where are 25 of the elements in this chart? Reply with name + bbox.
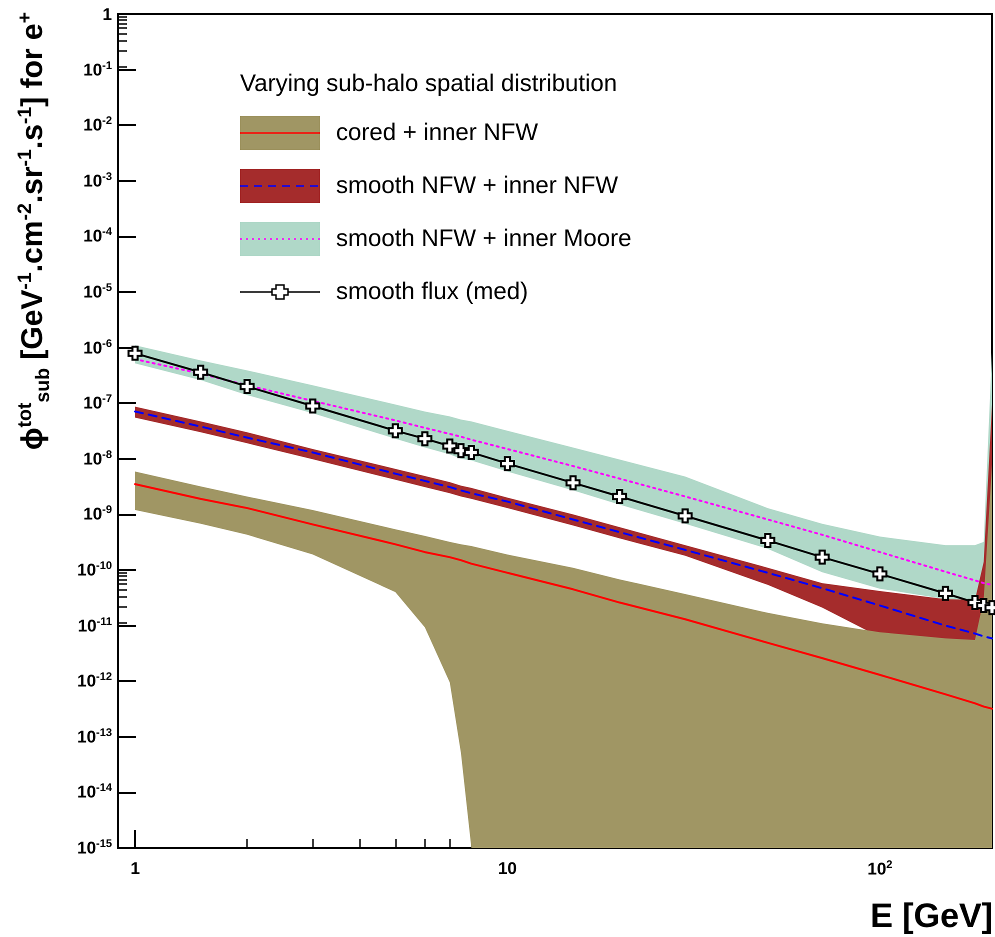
y-tick-label: 1 <box>102 4 112 24</box>
x-axis-title: E [GeV] <box>870 897 993 935</box>
y-tick-label: 10$^{-10}$ <box>77 560 112 580</box>
y-tick-label: 10$^{-13}$ <box>77 726 112 746</box>
y-tick-label: 10$^{-5}$ <box>83 282 112 302</box>
legend-label: cored + inner NFW <box>336 119 538 146</box>
y-tick-label: 10$^{-7}$ <box>83 393 112 413</box>
x-tick-label: 10$^{2}$ <box>867 859 892 879</box>
y-tick-label: 10$^{-9}$ <box>83 504 112 524</box>
x-tick-label: 10 <box>498 859 517 878</box>
y-tick-label: 10$^{-12}$ <box>77 671 112 691</box>
y-tick-label: 10$^{-14}$ <box>77 782 112 802</box>
y-tick-label: 10$^{-6}$ <box>83 338 112 358</box>
legend-title: Varying sub-halo spatial distribution <box>240 70 618 97</box>
legend-label: smooth flux (med) <box>336 278 528 305</box>
legend-label: smooth NFW + inner Moore <box>336 225 632 252</box>
y-tick-label: 10$^{-15}$ <box>77 838 112 858</box>
y-tick-label: 10$^{-11}$ <box>78 616 112 636</box>
legend-label: smooth NFW + inner NFW <box>336 172 618 199</box>
x-tick-label: 1 <box>130 859 140 878</box>
y-tick-label: 10$^{-4}$ <box>83 226 112 246</box>
y-tick-label: 10$^{-2}$ <box>83 115 112 135</box>
y-tick-label: 10$^{-1}$ <box>83 60 112 80</box>
y-tick-label: 10$^{-3}$ <box>83 170 112 190</box>
y-tick-label: 10$^{-8}$ <box>83 448 112 468</box>
